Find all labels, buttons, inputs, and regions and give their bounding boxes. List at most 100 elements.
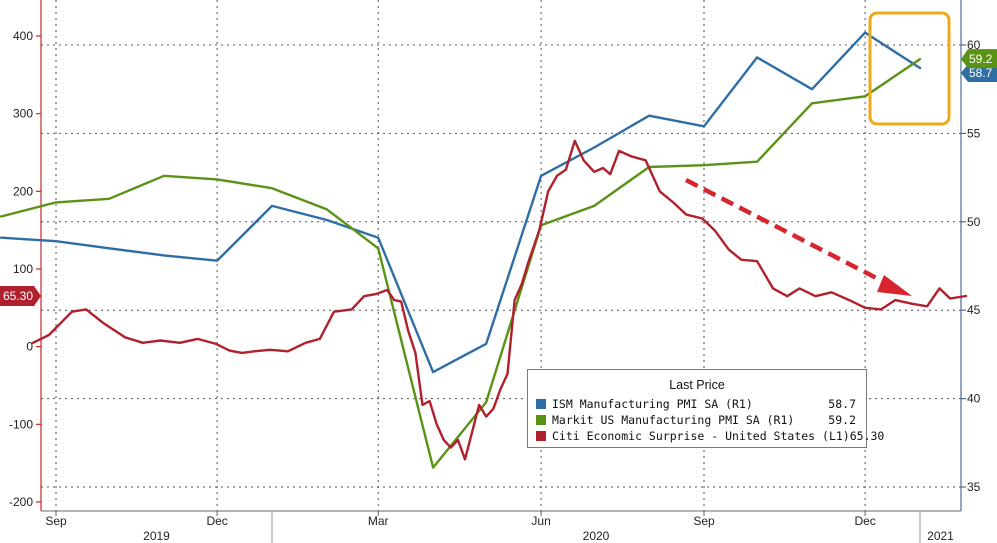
series-2-point-8 bbox=[179, 342, 181, 344]
series-2-point-68 bbox=[848, 299, 850, 301]
right-tick-label-0: 60 bbox=[967, 38, 981, 52]
series-2-point-5 bbox=[124, 336, 126, 338]
series-0-point-12 bbox=[648, 115, 650, 117]
right-tick-label-3: 45 bbox=[967, 303, 981, 317]
legend-entry-ism: ISM Manufacturing PMI SA (R1) 58.7 bbox=[536, 396, 856, 412]
x-year-label-1: 2020 bbox=[583, 529, 610, 543]
legend-value-ism: 58.7 bbox=[828, 397, 856, 411]
right-tick-label-2: 50 bbox=[967, 215, 981, 229]
series-2-point-61 bbox=[740, 259, 742, 261]
legend-swatch-citi bbox=[536, 431, 546, 441]
series-2-point-17 bbox=[319, 338, 321, 340]
x-year-label-2: 2021 bbox=[927, 529, 954, 543]
right-tick-label-5: 35 bbox=[967, 480, 981, 494]
series-2-point-18 bbox=[333, 311, 335, 313]
left-last-value-text: 65.30 bbox=[3, 289, 33, 303]
right-last-value-text-blue: 58.7 bbox=[969, 66, 993, 80]
series-0-point-13 bbox=[703, 125, 705, 127]
left-tick-label-3: 100 bbox=[13, 262, 33, 276]
series-1-point-15 bbox=[811, 102, 813, 104]
series-1-point-1 bbox=[55, 201, 57, 203]
series-2-point-26 bbox=[414, 352, 416, 354]
left-axis: 400 300 200 100 0 -100 -200 bbox=[9, 0, 42, 511]
series-2-point-36 bbox=[485, 416, 487, 418]
series-0-point-6 bbox=[326, 219, 328, 221]
series-layer bbox=[0, 31, 968, 469]
series-1-point-0 bbox=[0, 215, 2, 218]
series-0-point-7 bbox=[377, 237, 379, 239]
series-0-point-4 bbox=[216, 260, 218, 262]
series-1-point-3 bbox=[163, 175, 165, 177]
series-2-point-16 bbox=[305, 342, 307, 344]
series-2-point-4 bbox=[103, 322, 105, 324]
series-2-point-0 bbox=[32, 342, 34, 344]
series-1-point-8 bbox=[432, 467, 434, 469]
series-2-point-12 bbox=[241, 352, 243, 354]
series-1-point-2 bbox=[108, 198, 110, 200]
series-2-point-59 bbox=[714, 229, 716, 231]
series-0-point-14 bbox=[756, 56, 758, 59]
dashed-arrow-line bbox=[684, 177, 890, 287]
series-2-point-43 bbox=[538, 229, 540, 231]
series-0-point-10 bbox=[540, 175, 542, 177]
series-2-point-11 bbox=[228, 350, 231, 352]
left-last-value-tag bbox=[0, 285, 41, 306]
x-year-label-0: 2019 bbox=[143, 529, 170, 543]
series-2-point-38 bbox=[499, 388, 501, 390]
series-2-point-10 bbox=[214, 343, 216, 345]
series-2-point-46 bbox=[565, 169, 567, 171]
left-tick-label-6: -200 bbox=[9, 495, 33, 509]
series-2-point-60 bbox=[728, 249, 730, 251]
series-0-point-11 bbox=[593, 146, 595, 149]
series-2-point-20 bbox=[363, 295, 365, 297]
series-2-point-21 bbox=[375, 293, 378, 295]
series-2-point-75 bbox=[949, 297, 951, 300]
left-tick-label-5: -100 bbox=[9, 417, 33, 431]
series-0-point-9 bbox=[485, 343, 487, 345]
series-2-point-24 bbox=[400, 301, 402, 303]
series-line-1 bbox=[0, 57, 922, 469]
series-2-point-25 bbox=[407, 330, 409, 332]
series-2-point-7 bbox=[159, 339, 162, 342]
series-2-point-3 bbox=[85, 308, 87, 310]
series-2-point-62 bbox=[756, 260, 758, 262]
x-tick-label-4: Sep bbox=[693, 514, 715, 528]
series-2-point-48 bbox=[583, 159, 585, 161]
grid-lines bbox=[41, 0, 961, 511]
series-2-point-49 bbox=[593, 171, 595, 173]
series-2-point-28 bbox=[429, 400, 431, 402]
series-1-point-13 bbox=[703, 164, 705, 166]
legend-label-markit: Markit US Manufacturing PMI SA (R1) bbox=[552, 413, 795, 427]
series-2-point-42 bbox=[528, 260, 530, 262]
series-2-point-63 bbox=[772, 287, 774, 289]
series-2-point-33 bbox=[464, 458, 466, 460]
series-0-point-1 bbox=[55, 240, 57, 242]
series-2-point-50 bbox=[602, 167, 604, 169]
series-2-point-58 bbox=[701, 217, 703, 220]
right-last-value-tag-green bbox=[961, 49, 997, 69]
series-2-point-54 bbox=[645, 159, 647, 161]
right-last-value-tag-blue bbox=[961, 63, 997, 82]
series-0-point-2 bbox=[108, 247, 110, 249]
left-tick-label-2: 200 bbox=[13, 184, 33, 198]
series-2-point-57 bbox=[685, 214, 687, 216]
series-2-point-29 bbox=[436, 423, 438, 425]
series-0-point-17 bbox=[919, 67, 921, 69]
series-2-point-23 bbox=[393, 299, 395, 301]
x-tick-label-3: Jun bbox=[531, 514, 550, 528]
legend-value-citi: 65.30 bbox=[849, 429, 885, 443]
series-2-point-35 bbox=[478, 404, 480, 406]
series-1-point-7 bbox=[377, 247, 379, 249]
series-2-point-19 bbox=[351, 308, 353, 310]
series-0-point-5 bbox=[271, 205, 273, 207]
series-2-point-37 bbox=[492, 408, 494, 410]
legend-swatch-ism bbox=[536, 399, 546, 409]
right-tick-label-1: 55 bbox=[967, 126, 981, 140]
left-tick-label-4: 0 bbox=[26, 340, 33, 354]
series-2-point-66 bbox=[814, 295, 817, 297]
x-axis: Sep Dec Mar Jun Sep Dec 2019 2020 2021 bbox=[41, 510, 961, 543]
x-tick-label-1: Dec bbox=[206, 514, 227, 528]
series-2-point-67 bbox=[830, 291, 833, 293]
series-2-point-69 bbox=[864, 307, 866, 309]
series-2-point-30 bbox=[443, 439, 445, 441]
